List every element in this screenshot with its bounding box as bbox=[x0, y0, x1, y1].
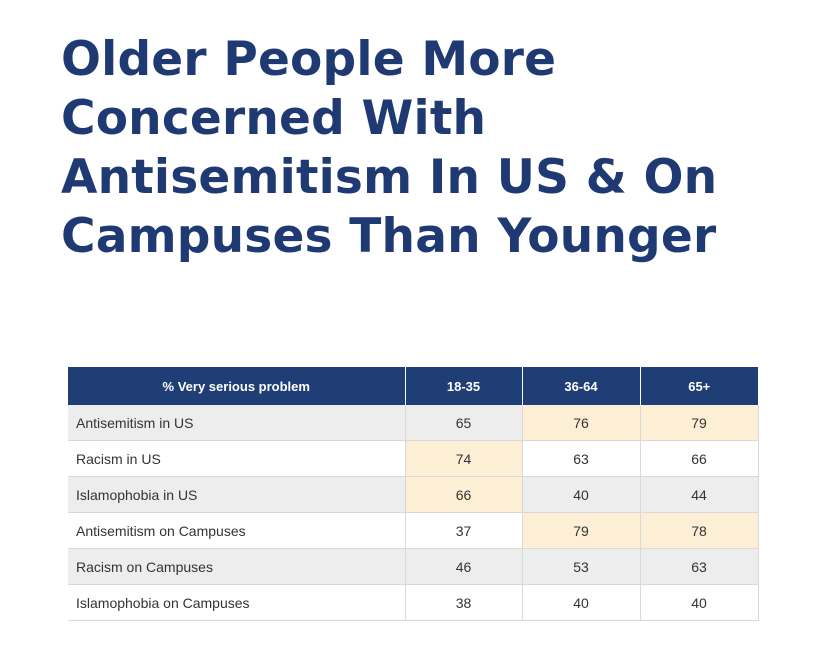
table-row: Antisemitism in US 65 76 79 bbox=[68, 405, 759, 441]
cell-value: 38 bbox=[405, 584, 523, 621]
cell-value: 74 bbox=[405, 440, 523, 477]
title-line-4: Campuses Than Younger bbox=[61, 209, 717, 264]
table-row: Racism in US 74 63 66 bbox=[68, 440, 759, 477]
cell-value: 44 bbox=[640, 476, 759, 513]
cell-value: 66 bbox=[640, 440, 759, 477]
row-label: Racism in US bbox=[68, 440, 406, 477]
data-table: % Very serious problem 18-35 36-64 65+ A… bbox=[68, 367, 759, 621]
table-row: Islamophobia on Campuses 38 40 40 bbox=[68, 584, 759, 621]
row-label: Antisemitism on Campuses bbox=[68, 512, 406, 549]
cell-value: 37 bbox=[405, 512, 523, 549]
cell-value: 65 bbox=[405, 405, 523, 441]
cell-value: 53 bbox=[522, 548, 641, 585]
cell-value: 40 bbox=[522, 584, 641, 621]
header-metric: % Very serious problem bbox=[68, 367, 406, 405]
cell-value: 40 bbox=[522, 476, 641, 513]
page-title: Older People More Concerned With Antisem… bbox=[61, 30, 781, 266]
title-line-3: Antisemitism In US & On bbox=[61, 150, 718, 205]
cell-value: 79 bbox=[640, 405, 759, 441]
cell-value: 63 bbox=[522, 440, 641, 477]
row-label: Racism on Campuses bbox=[68, 548, 406, 585]
header-age-36-64: 36-64 bbox=[522, 367, 641, 405]
header-age-18-35: 18-35 bbox=[405, 367, 523, 405]
header-age-65-plus: 65+ bbox=[640, 367, 758, 405]
cell-value: 63 bbox=[640, 548, 759, 585]
data-table-container: % Very serious problem 18-35 36-64 65+ A… bbox=[68, 367, 759, 621]
title-line-2: Concerned With bbox=[61, 91, 487, 146]
cell-value: 79 bbox=[522, 512, 641, 549]
table-header-row: % Very serious problem 18-35 36-64 65+ bbox=[68, 367, 758, 405]
table-row: Antisemitism on Campuses 37 79 78 bbox=[68, 512, 759, 549]
cell-value: 78 bbox=[640, 512, 759, 549]
cell-value: 40 bbox=[640, 584, 759, 621]
cell-value: 66 bbox=[405, 476, 523, 513]
table-row: Islamophobia in US 66 40 44 bbox=[68, 476, 759, 513]
cell-value: 76 bbox=[522, 405, 641, 441]
table-row: Racism on Campuses 46 53 63 bbox=[68, 548, 759, 585]
row-label: Antisemitism in US bbox=[68, 405, 406, 441]
row-label: Islamophobia in US bbox=[68, 476, 406, 513]
row-label: Islamophobia on Campuses bbox=[68, 584, 406, 621]
cell-value: 46 bbox=[405, 548, 523, 585]
title-line-1: Older People More bbox=[61, 32, 557, 87]
